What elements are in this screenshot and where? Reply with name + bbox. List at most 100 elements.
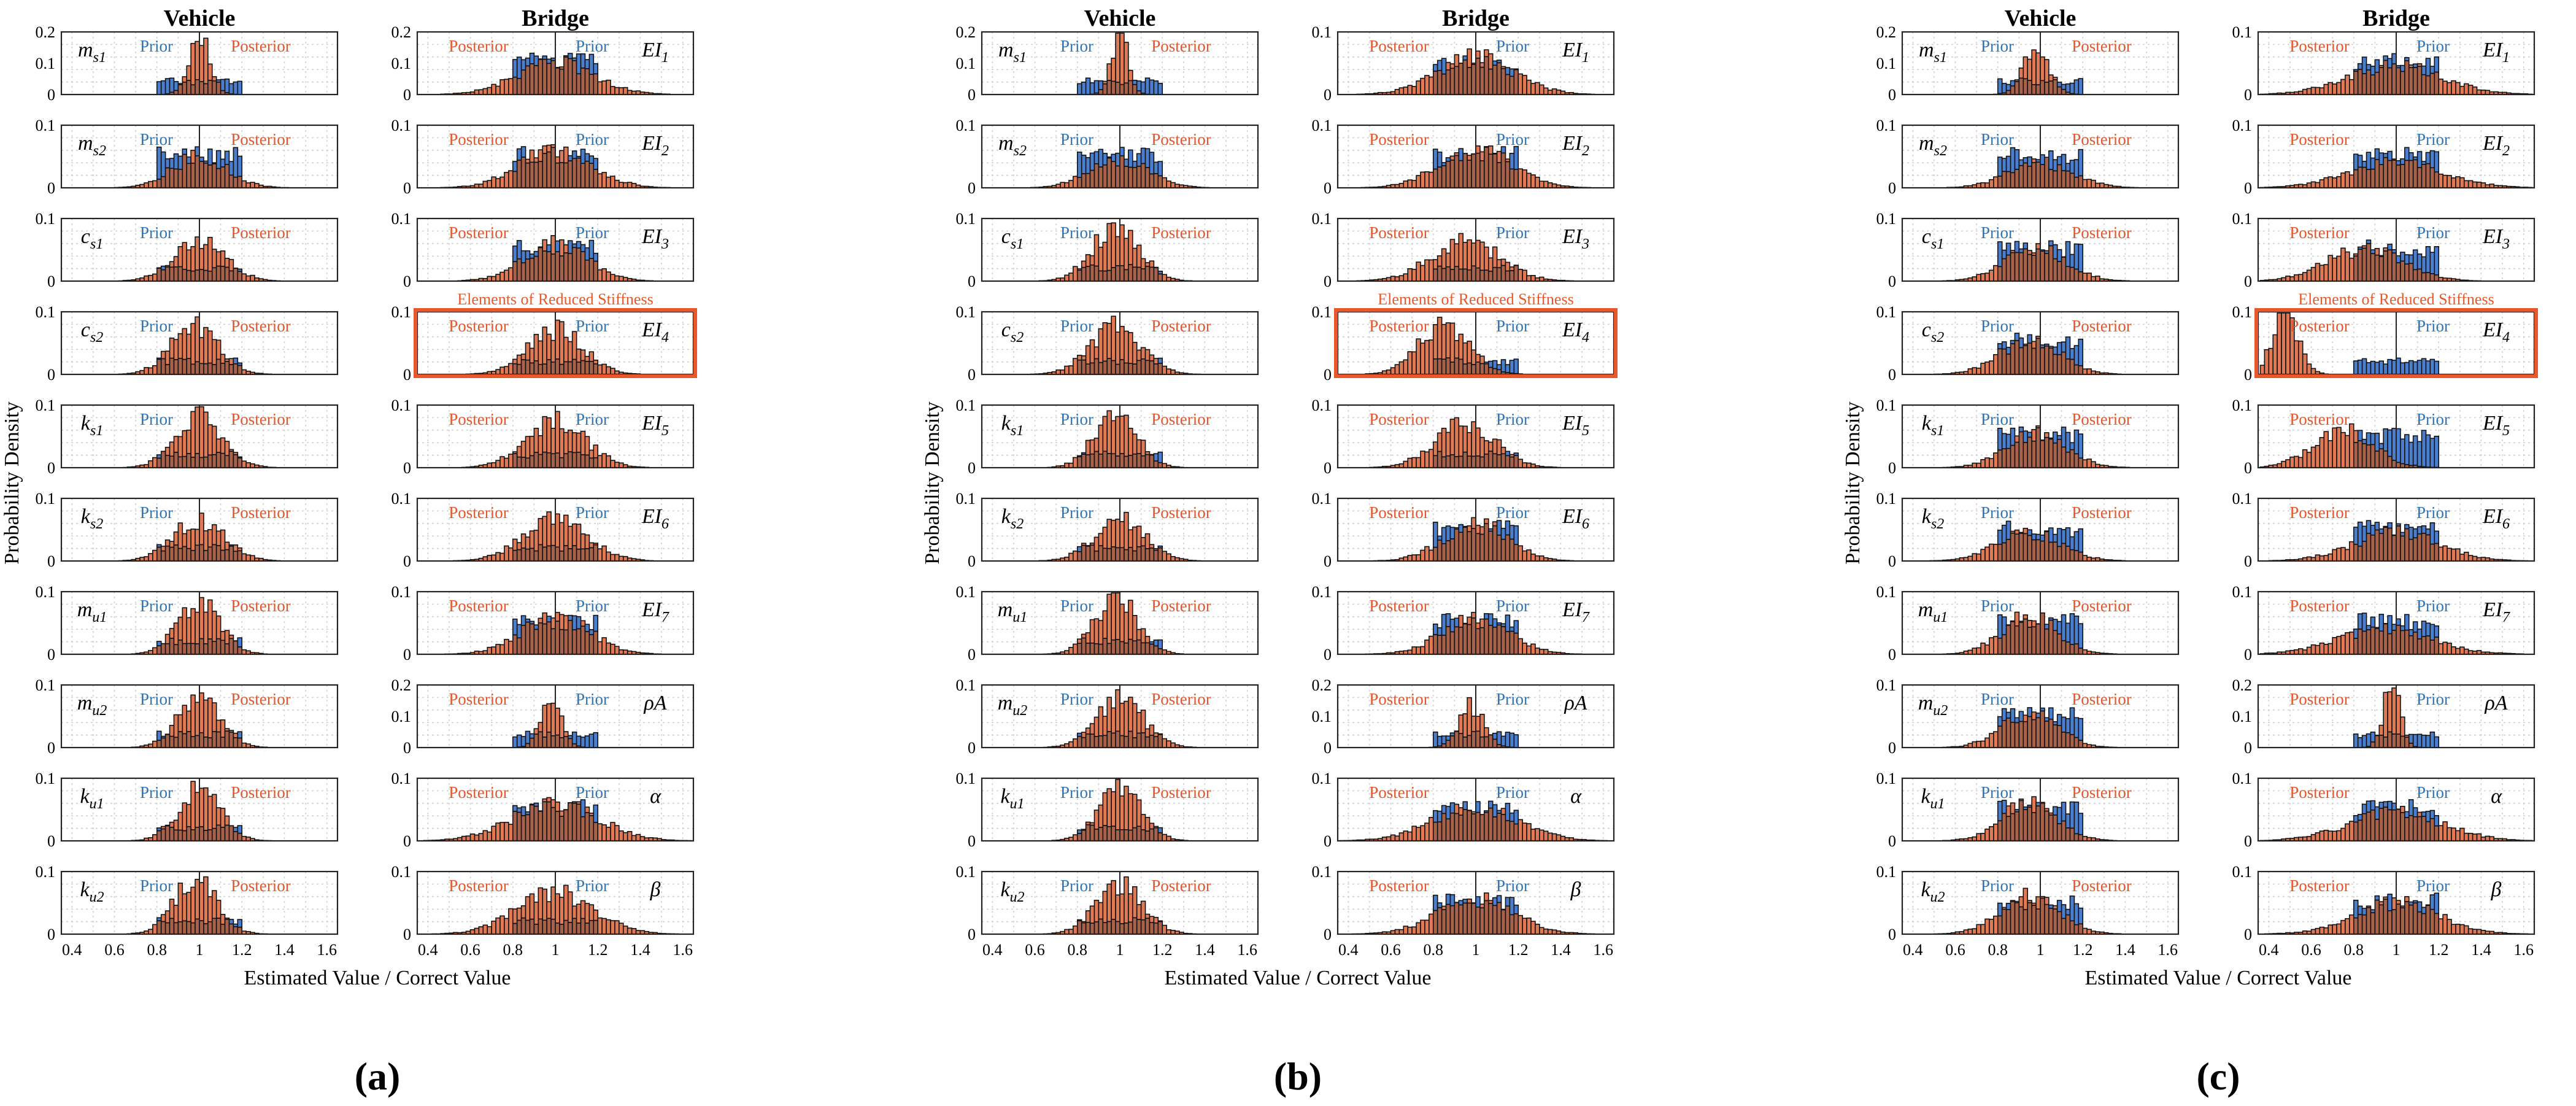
- posterior-bar: [568, 892, 573, 922]
- posterior-bar: [2023, 888, 2027, 910]
- posterior-bar: [504, 546, 509, 561]
- overlap-bar: [1463, 269, 1467, 281]
- overlap-bar: [1158, 274, 1162, 281]
- posterior-bar: [2312, 182, 2316, 188]
- prior-bar: [513, 737, 517, 748]
- prior-bar: [2066, 719, 2070, 733]
- prior-bar: [2078, 244, 2083, 272]
- prior-bar: [2418, 152, 2422, 168]
- overlap-bar: [585, 549, 589, 561]
- posterior-bar: [530, 348, 534, 363]
- x-tick-label: 0.6: [460, 941, 480, 959]
- posterior-bar: [2443, 176, 2447, 188]
- overlap-bar: [513, 551, 517, 561]
- posterior-bar: [1425, 172, 1429, 188]
- param-symbol: m: [998, 692, 1013, 714]
- posterior-bar: [178, 523, 182, 549]
- overlap-bar: [2388, 68, 2392, 95]
- overlap-bar: [1107, 549, 1111, 561]
- overlap-bar: [208, 830, 212, 841]
- posterior-bar: [555, 514, 560, 547]
- posterior-bar: [2307, 183, 2312, 188]
- posterior-bar: [199, 598, 204, 639]
- param-symbol: m: [77, 598, 93, 621]
- param-symbol: β: [1570, 878, 1581, 901]
- overlap-bar: [166, 546, 170, 561]
- prior-bar: [2074, 903, 2078, 924]
- prior-bar: [2070, 802, 2074, 829]
- posterior-bar: [1518, 269, 1522, 281]
- overlap-bar: [1463, 624, 1467, 654]
- overlap-bar: [2057, 911, 2062, 934]
- overlap-bar: [191, 163, 195, 188]
- prior-bar: [526, 251, 530, 259]
- overlap-bar: [1158, 922, 1162, 934]
- overlap-bar: [1450, 68, 1454, 95]
- overlap-bar: [225, 455, 229, 468]
- overlap-bar: [2032, 813, 2036, 841]
- y-tick-label: 0: [47, 273, 55, 290]
- overlap-bar: [204, 163, 208, 188]
- prior-legend-text: Prior: [576, 130, 609, 149]
- overlap-bar: [229, 271, 233, 281]
- overlap-bar: [2045, 905, 2049, 934]
- posterior-bar: [1094, 900, 1098, 922]
- overlap-bar: [191, 271, 195, 281]
- overlap-bar: [2045, 438, 2049, 468]
- prior-bar: [166, 159, 170, 168]
- posterior-bar: [2328, 83, 2332, 95]
- overlap-bar: [174, 830, 178, 841]
- posterior-bar: [1421, 826, 1425, 841]
- param-symbol: k: [81, 412, 91, 435]
- param-symbol: EI: [1562, 39, 1583, 61]
- y-tick-label: 0.1: [36, 303, 56, 321]
- posterior-bar: [1391, 835, 1395, 841]
- overlap-bar: [221, 551, 225, 561]
- overlap-bar: [187, 358, 191, 374]
- overlap-bar: [2430, 74, 2434, 95]
- prior-bar: [2027, 530, 2032, 535]
- overlap-bar: [2434, 172, 2439, 188]
- prior-bar: [589, 241, 593, 259]
- param-subscript: s2: [1011, 516, 1024, 532]
- posterior-bar: [1403, 831, 1408, 841]
- y-tick-label: 0: [403, 552, 411, 570]
- prior-bar: [2367, 363, 2371, 374]
- overlap-bar: [577, 549, 581, 561]
- prior-bar: [2418, 360, 2422, 374]
- overlap-bar: [530, 805, 534, 841]
- posterior-bar: [1416, 339, 1421, 374]
- x-tick-label: 1.6: [1237, 941, 1257, 959]
- prior-bar: [2049, 905, 2053, 908]
- overlap-bar: [2379, 257, 2383, 281]
- posterior-bar: [1167, 741, 1171, 748]
- posterior-legend-text: Posterior: [1151, 223, 1211, 242]
- posterior-bar: [2040, 57, 2045, 81]
- posterior-bar: [2023, 528, 2027, 534]
- prior-bar: [1505, 521, 1510, 535]
- posterior-bar: [1994, 355, 1998, 374]
- posterior-bar: [2286, 276, 2290, 281]
- posterior-bar: [1994, 544, 1998, 561]
- y-tick-label: 0.1: [956, 770, 976, 787]
- param-symbol: k: [1000, 878, 1010, 901]
- posterior-bar: [1082, 261, 1086, 267]
- posterior-bar: [1073, 644, 1078, 654]
- overlap-bar: [212, 918, 217, 934]
- overlap-bar: [1446, 905, 1451, 934]
- posterior-bar: [602, 172, 606, 188]
- posterior-bar: [500, 822, 504, 841]
- param-symbol: m: [78, 132, 93, 155]
- posterior-bar: [1103, 416, 1107, 451]
- prior-legend-text: Prior: [1496, 37, 1529, 55]
- posterior-bar: [1989, 270, 1994, 281]
- posterior-bar: [2087, 459, 2091, 468]
- prior-bar: [1514, 526, 1518, 545]
- overlap-bar: [178, 830, 182, 841]
- overlap-bar: [2074, 177, 2078, 188]
- overlap-bar: [174, 737, 178, 748]
